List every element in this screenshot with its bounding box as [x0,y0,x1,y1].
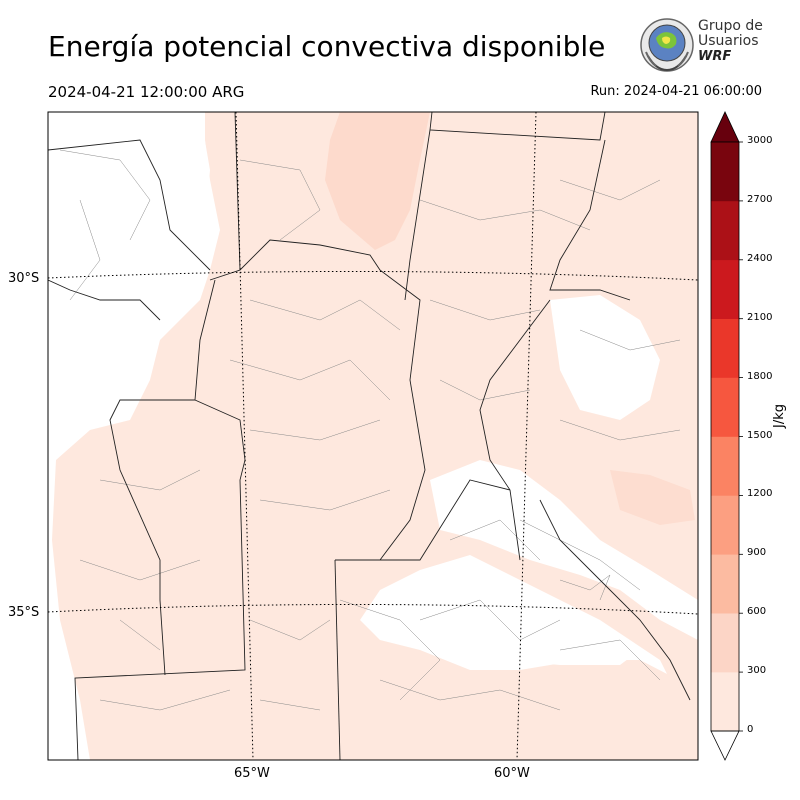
colorbar [710,111,743,761]
colorbar-segment [711,318,739,378]
logo-text: Grupo de Usuarios WRF [698,18,763,65]
colorbar-segment [711,613,739,673]
colorbar-segment [711,672,739,732]
graticule-65w [235,112,254,760]
colorbar-segment [711,259,739,319]
low-cape-gap-south [420,600,640,665]
map-title: Energía potencial convectiva disponible [48,30,606,63]
colorbar-segment [711,200,739,261]
colorbar-tick-label: 1800 [747,370,773,382]
cape-300-600-patch-north [325,112,430,250]
low-cape-gap-northwest [48,112,210,420]
colorbar-extend-low [710,730,740,761]
colorbar-tick-label: 2400 [747,252,773,264]
colorbar-tick-label: 3000 [747,135,773,146]
lon-label-65w: 65°W [234,766,270,781]
graticule-30s [48,270,698,281]
low-cape-gap-east [430,460,698,640]
graticule-35s [48,603,698,615]
lon-label-60w: 60°W [494,766,530,781]
map-frame [47,111,699,761]
colorbar-tick-label: 2100 [747,311,773,323]
graticule-60w [516,112,537,760]
colorbar-tick-label: 1200 [747,488,773,500]
colorbar-tick-label: 300 [747,665,767,677]
logo-line-1: Grupo de [698,18,763,34]
colorbar-extend-high [710,111,740,143]
wrf-users-group-logo: Grupo de Usuarios WRF [638,16,768,74]
colorbar-tick-marks [739,141,743,732]
department-lines [59,149,681,711]
colorbar-segment [711,495,739,555]
colorbar-segment [711,436,739,496]
run-time-label: Run: 2024-04-21 06:00:00 [590,84,762,99]
colorbar-segment [711,377,739,437]
colorbar-segment [711,142,739,202]
globe-seal-icon [640,18,694,72]
graticule [48,112,698,760]
colorbar-tick-label: 1500 [747,429,773,441]
cape-300-600-patch-east [610,470,695,525]
colorbar-segments [711,142,739,732]
logo-line-2: Usuarios [698,33,759,49]
lat-label-30s: 30°S [8,271,40,286]
colorbar-units-label: J/kg [772,404,787,428]
low-cape-gap-northeast [550,295,660,420]
colorbar-tick-label: 900 [747,547,767,559]
lat-label-35s: 35°S [8,605,40,620]
colorbar-tick-label: 600 [747,606,767,618]
logo-line-3: WRF [698,49,732,64]
colorbar-tick-label: 0 [747,724,754,735]
admin-boundaries [48,112,691,760]
valid-time-label: 2024-04-21 12:00:00 ARG [48,83,245,101]
colorbar-tick-label: 2700 [747,193,773,205]
colorbar-segment [711,554,739,614]
